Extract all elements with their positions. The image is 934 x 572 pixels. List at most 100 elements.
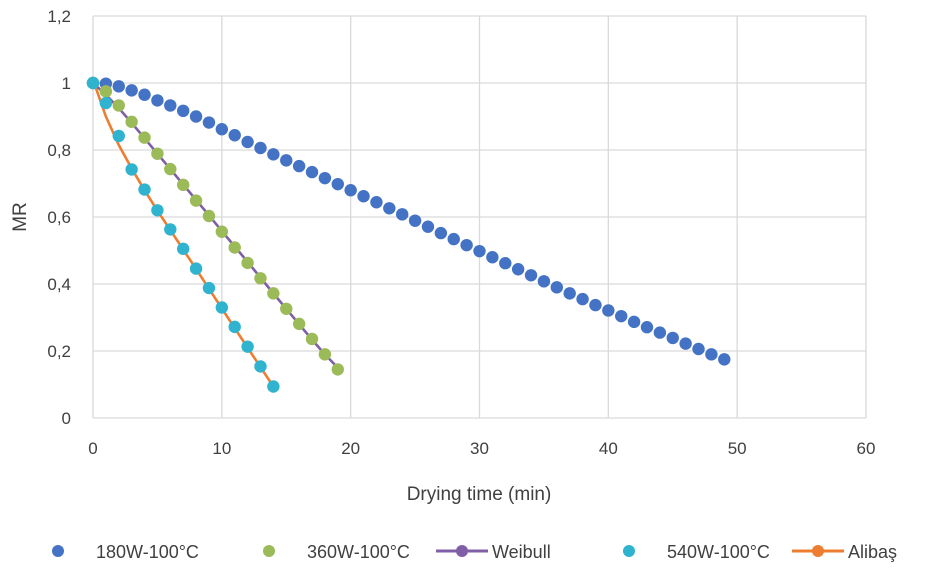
data-point xyxy=(228,241,241,254)
data-point xyxy=(408,214,422,227)
data-point xyxy=(589,298,602,312)
data-point xyxy=(112,80,125,93)
data-point xyxy=(627,315,641,329)
data-point xyxy=(215,301,229,314)
x-tick-label: 60 xyxy=(857,439,876,458)
legend-label: 360W-100°C xyxy=(307,542,410,562)
data-point xyxy=(383,202,396,215)
data-point xyxy=(460,238,473,252)
x-tick-label: 10 xyxy=(212,439,231,458)
data-point xyxy=(305,165,319,179)
y-tick-label: 1,2 xyxy=(47,7,71,26)
x-tick-label: 0 xyxy=(88,439,97,458)
y-tick-label: 0 xyxy=(62,409,71,428)
data-point xyxy=(112,99,125,112)
data-point xyxy=(705,348,718,361)
data-point xyxy=(280,302,293,315)
data-point xyxy=(357,190,370,203)
data-point xyxy=(202,116,216,129)
data-point xyxy=(292,317,306,331)
data-point xyxy=(125,115,138,129)
data-point xyxy=(447,232,460,246)
data-point xyxy=(537,275,551,288)
data-point xyxy=(164,223,177,236)
legend-label: 540W-100°C xyxy=(667,542,770,562)
data-point xyxy=(486,251,499,264)
legend-label: Alibaş xyxy=(848,542,897,562)
x-tick-label: 40 xyxy=(599,439,618,458)
data-point xyxy=(576,292,589,306)
legend-marker-symbol xyxy=(263,545,275,557)
data-point xyxy=(99,85,113,98)
legend-marker-symbol xyxy=(456,545,468,557)
data-point xyxy=(267,148,280,161)
data-point xyxy=(189,110,203,123)
x-axis-ticks: 0 10 20 30 40 50 60 xyxy=(88,439,875,458)
data-point xyxy=(370,196,383,209)
data-point xyxy=(267,287,280,300)
data-point xyxy=(666,331,679,345)
data-point xyxy=(228,129,241,142)
data-point xyxy=(267,380,280,393)
data-point xyxy=(99,96,113,110)
x-tick-label: 30 xyxy=(470,439,489,458)
data-point xyxy=(344,184,357,197)
data-point xyxy=(473,244,486,258)
data-point xyxy=(189,194,203,207)
data-point xyxy=(254,272,267,285)
data-point xyxy=(138,88,151,101)
data-point xyxy=(215,225,229,238)
data-point xyxy=(550,281,563,294)
data-point xyxy=(640,321,654,334)
data-point xyxy=(125,163,138,176)
data-point xyxy=(138,183,151,196)
data-point xyxy=(499,257,512,270)
y-axis-label: MR xyxy=(10,202,31,232)
legend-label: Weibull xyxy=(492,542,551,562)
data-point xyxy=(176,242,190,256)
data-point xyxy=(112,129,125,143)
legend-item: 540W-100°C xyxy=(623,542,770,562)
data-point xyxy=(241,340,254,353)
data-point xyxy=(86,76,100,90)
data-point xyxy=(125,84,138,97)
y-tick-label: 0,6 xyxy=(47,208,71,227)
data-point xyxy=(511,263,525,276)
data-point xyxy=(241,256,254,270)
data-point xyxy=(305,332,319,346)
legend-item: 180W-100°C xyxy=(52,542,199,562)
data-point xyxy=(138,131,151,144)
y-axis-ticks: 0 0,2 0,4 0,6 0,8 1 1,2 xyxy=(47,7,71,428)
y-tick-label: 0,8 xyxy=(47,141,71,160)
data-point xyxy=(563,287,576,300)
data-point xyxy=(331,177,344,191)
series-line-alibaş xyxy=(91,79,275,388)
data-point xyxy=(254,360,267,373)
data-point xyxy=(202,281,216,295)
data-point xyxy=(602,304,615,317)
data-point xyxy=(241,135,254,149)
data-point xyxy=(679,337,692,350)
plot-area xyxy=(86,76,731,393)
data-point xyxy=(421,220,435,233)
data-point xyxy=(176,104,190,118)
data-point xyxy=(615,309,628,323)
y-tick-label: 0,2 xyxy=(47,342,71,361)
data-point xyxy=(653,326,667,339)
y-tick-label: 0,4 xyxy=(47,275,71,294)
legend-item: Alibaş xyxy=(792,542,897,562)
data-point xyxy=(228,320,241,334)
legend-item: Weibull xyxy=(436,542,551,562)
data-point xyxy=(254,141,267,155)
data-point xyxy=(202,209,216,223)
data-point xyxy=(151,94,164,107)
gridlines xyxy=(92,15,867,419)
legend-label: 180W-100°C xyxy=(96,542,199,562)
legend-marker-symbol xyxy=(812,545,824,557)
data-point xyxy=(396,208,409,221)
data-point xyxy=(524,269,538,282)
data-point xyxy=(292,159,306,173)
data-point xyxy=(692,342,705,356)
y-tick-label: 1 xyxy=(62,74,71,93)
data-point xyxy=(718,353,731,366)
